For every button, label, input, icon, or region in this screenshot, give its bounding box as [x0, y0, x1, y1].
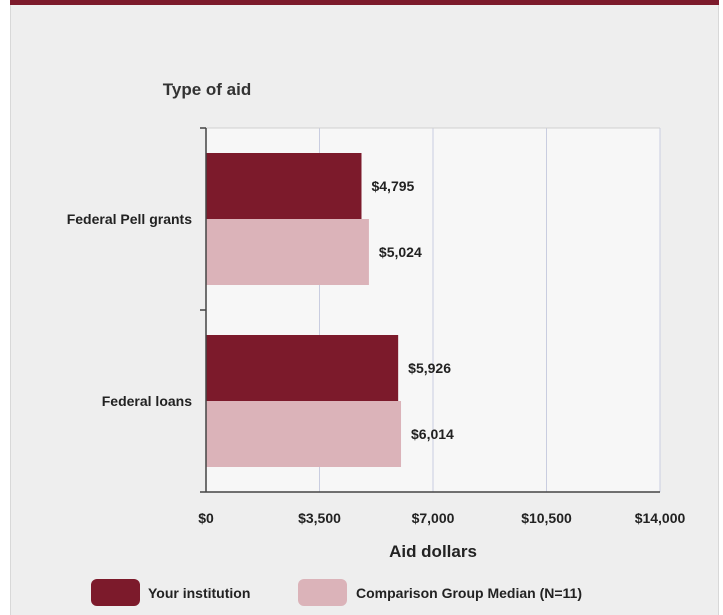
bar [206, 335, 399, 401]
legend-label: Comparison Group Median (N=11) [356, 585, 582, 601]
category-label: Federal loans [102, 393, 192, 409]
x-tick-label: $0 [198, 510, 214, 526]
value-labels: $4,795 $5,024 $5,926 $6,014 [371, 178, 454, 442]
bar [206, 153, 362, 219]
x-tick-labels: $0 $3,500 $7,000 $10,500 $14,000 [198, 510, 685, 526]
bar [206, 219, 369, 285]
legend-swatch [298, 579, 347, 606]
x-axis-title: Aid dollars [389, 542, 477, 561]
y-axis-title: Type of aid [163, 80, 251, 99]
bars-group [206, 153, 402, 467]
x-tick-label: $7,000 [412, 510, 455, 526]
x-tick-label: $3,500 [298, 510, 341, 526]
value-label: $6,014 [411, 426, 454, 442]
x-tick-label: $10,500 [521, 510, 572, 526]
value-label: $5,926 [408, 360, 451, 376]
bar [206, 401, 402, 467]
category-label: Federal Pell grants [67, 211, 192, 227]
value-label: $5,024 [379, 244, 422, 260]
header-accent-bar [10, 0, 719, 5]
grid-lines [206, 127, 661, 492]
legend-swatch [91, 579, 140, 606]
x-tick-label: $14,000 [635, 510, 686, 526]
value-label: $4,795 [371, 178, 414, 194]
axes-group [200, 127, 660, 493]
legend: Your institution Comparison Group Median … [91, 579, 582, 606]
category-labels: Federal Pell grants Federal loans [67, 211, 192, 409]
legend-label: Your institution [148, 585, 250, 601]
